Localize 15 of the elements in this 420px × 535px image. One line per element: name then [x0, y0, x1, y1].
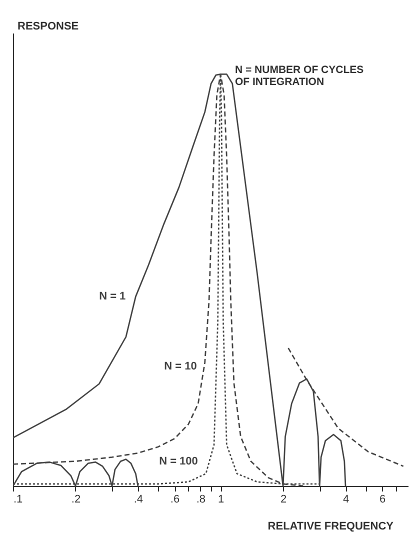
x-axis-title: RELATIVE FREQUENCY	[268, 520, 394, 532]
series-label: N = 100	[159, 456, 198, 468]
x-tick-label: .6	[170, 494, 180, 506]
x-tick-label: 1	[218, 494, 224, 506]
x-tick-label: .1	[14, 494, 23, 506]
series-label: N = 10	[164, 360, 197, 372]
x-tick-label: .2	[71, 494, 81, 506]
x-tick-label: 2	[280, 494, 287, 506]
series-label: N = 1	[99, 290, 126, 303]
x-tick-label: .8	[196, 494, 206, 506]
x-tick-label: .4	[134, 494, 144, 506]
x-tick-label: 4	[342, 494, 350, 506]
x-tick-label: 6	[380, 494, 386, 506]
y-axis-title: RESPONSE	[18, 20, 79, 32]
annotation: N = NUMBER OF CYCLES OF INTEGRATION	[235, 64, 364, 88]
